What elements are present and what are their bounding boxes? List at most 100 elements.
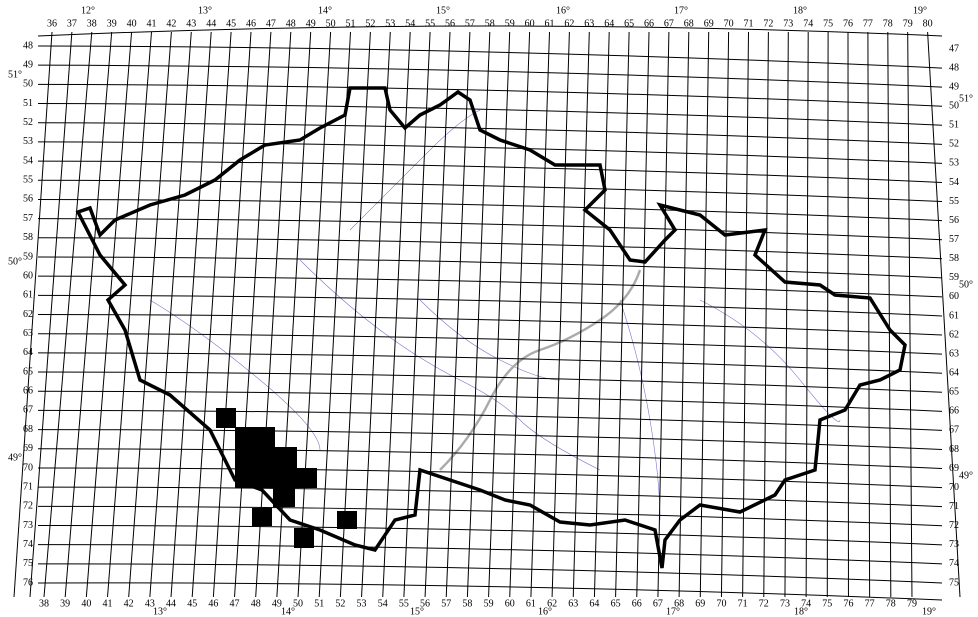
grid-line — [572, 31, 590, 598]
row-label-right: 58 — [949, 253, 959, 264]
grid-line — [37, 103, 943, 126]
row-label-right: 62 — [949, 329, 959, 340]
grid-line — [37, 64, 943, 88]
column-label-top: 64 — [604, 18, 614, 29]
column-label-top: 45 — [226, 18, 236, 29]
regional-border — [439, 269, 642, 471]
longitude-top: 14° — [318, 5, 332, 16]
grid — [13, 25, 961, 601]
row-label-left: 73 — [23, 520, 33, 531]
cell — [294, 528, 314, 548]
row-label-left: 71 — [23, 481, 33, 492]
column-label-bottom: 53 — [357, 598, 367, 609]
column-label-bottom: 60 — [505, 598, 515, 609]
grid-line — [37, 160, 943, 183]
column-label-bottom: 77 — [865, 598, 875, 609]
longitude-top: 12° — [81, 5, 95, 16]
row-label-right: 73 — [949, 539, 959, 550]
column-label-top: 40 — [127, 18, 137, 29]
column-label-top: 49 — [306, 18, 316, 29]
column-label-top: 41 — [147, 18, 157, 29]
row-label-left: 69 — [23, 443, 33, 454]
row-label-left: 63 — [23, 328, 33, 339]
cell — [273, 487, 295, 507]
row-label-left: 74 — [23, 539, 33, 550]
row-label-left: 68 — [23, 424, 33, 435]
grid-line — [805, 31, 809, 598]
column-label-top: 79 — [903, 18, 913, 29]
column-label-bottom: 62 — [547, 598, 557, 609]
column-label-bottom: 71 — [738, 598, 748, 609]
column-label-top: 70 — [724, 18, 734, 29]
cell — [216, 408, 236, 428]
grid-line — [466, 31, 491, 598]
cell — [252, 508, 272, 526]
occurrence-cells — [216, 408, 357, 548]
grid-line — [37, 448, 943, 470]
cell — [235, 427, 275, 447]
column-label-bottom: 75 — [822, 598, 832, 609]
column-label-top: 59 — [505, 18, 515, 29]
grid-line — [927, 31, 961, 598]
longitude-bottom: 18° — [794, 606, 808, 617]
grid-line — [37, 198, 943, 222]
row-label-left: 50 — [23, 79, 33, 90]
row-label-left: 58 — [23, 232, 33, 243]
column-label-bottom: 41 — [103, 598, 113, 609]
longitude-bottom: 13° — [153, 606, 167, 617]
row-label-right: 52 — [949, 139, 959, 150]
column-label-top: 46 — [246, 18, 256, 29]
row-label-left: 52 — [23, 117, 33, 128]
grid-line — [37, 371, 943, 393]
grid-line — [37, 179, 943, 203]
grid-line — [37, 256, 943, 279]
grid-line — [720, 31, 730, 598]
row-label-right: 57 — [949, 234, 959, 245]
row-label-left: 66 — [23, 386, 33, 397]
column-label-top: 73 — [783, 18, 793, 29]
grid-line — [37, 409, 943, 431]
column-label-bottom: 69 — [695, 598, 705, 609]
grid-line — [37, 582, 943, 601]
grid-line — [763, 31, 769, 598]
grid-line — [37, 122, 943, 145]
column-label-bottom: 78 — [886, 598, 896, 609]
row-label-right: 66 — [949, 406, 959, 417]
grid-line — [867, 31, 871, 598]
row-label-left: 48 — [23, 40, 33, 51]
longitude-top: 15° — [436, 5, 450, 16]
row-label-right: 69 — [949, 463, 959, 474]
row-label-right: 71 — [949, 501, 959, 512]
grid-line — [424, 31, 451, 598]
column-label-top: 44 — [206, 18, 216, 29]
column-label-bottom: 52 — [335, 598, 345, 609]
column-label-top: 47 — [266, 18, 276, 29]
grid-line — [37, 563, 943, 584]
column-label-top: 53 — [385, 18, 395, 29]
grid-line — [403, 31, 431, 598]
row-label-left: 57 — [23, 213, 33, 224]
column-label-top: 78 — [883, 18, 893, 29]
grid-line — [887, 31, 892, 598]
column-label-bottom: 43 — [145, 598, 155, 609]
column-label-top: 62 — [564, 18, 574, 29]
row-label-right: 72 — [949, 520, 959, 531]
column-label-bottom: 45 — [187, 598, 197, 609]
grid-line — [13, 31, 53, 598]
grid-line — [699, 31, 710, 598]
row-label-right: 74 — [949, 558, 959, 569]
row-label-left: 51 — [23, 98, 33, 109]
row-label-right: 55 — [949, 196, 959, 207]
row-label-left: 64 — [23, 347, 33, 358]
row-label-left: 49 — [23, 59, 33, 70]
grid-line — [37, 141, 943, 164]
grid-line — [37, 505, 943, 527]
column-label-bottom: 73 — [780, 598, 790, 609]
cell — [337, 511, 357, 529]
column-label-bottom: 56 — [420, 598, 430, 609]
column-label-top: 56 — [445, 18, 455, 29]
grid-line — [37, 45, 943, 69]
column-label-top: 38 — [87, 18, 97, 29]
column-label-top: 80 — [923, 18, 933, 29]
